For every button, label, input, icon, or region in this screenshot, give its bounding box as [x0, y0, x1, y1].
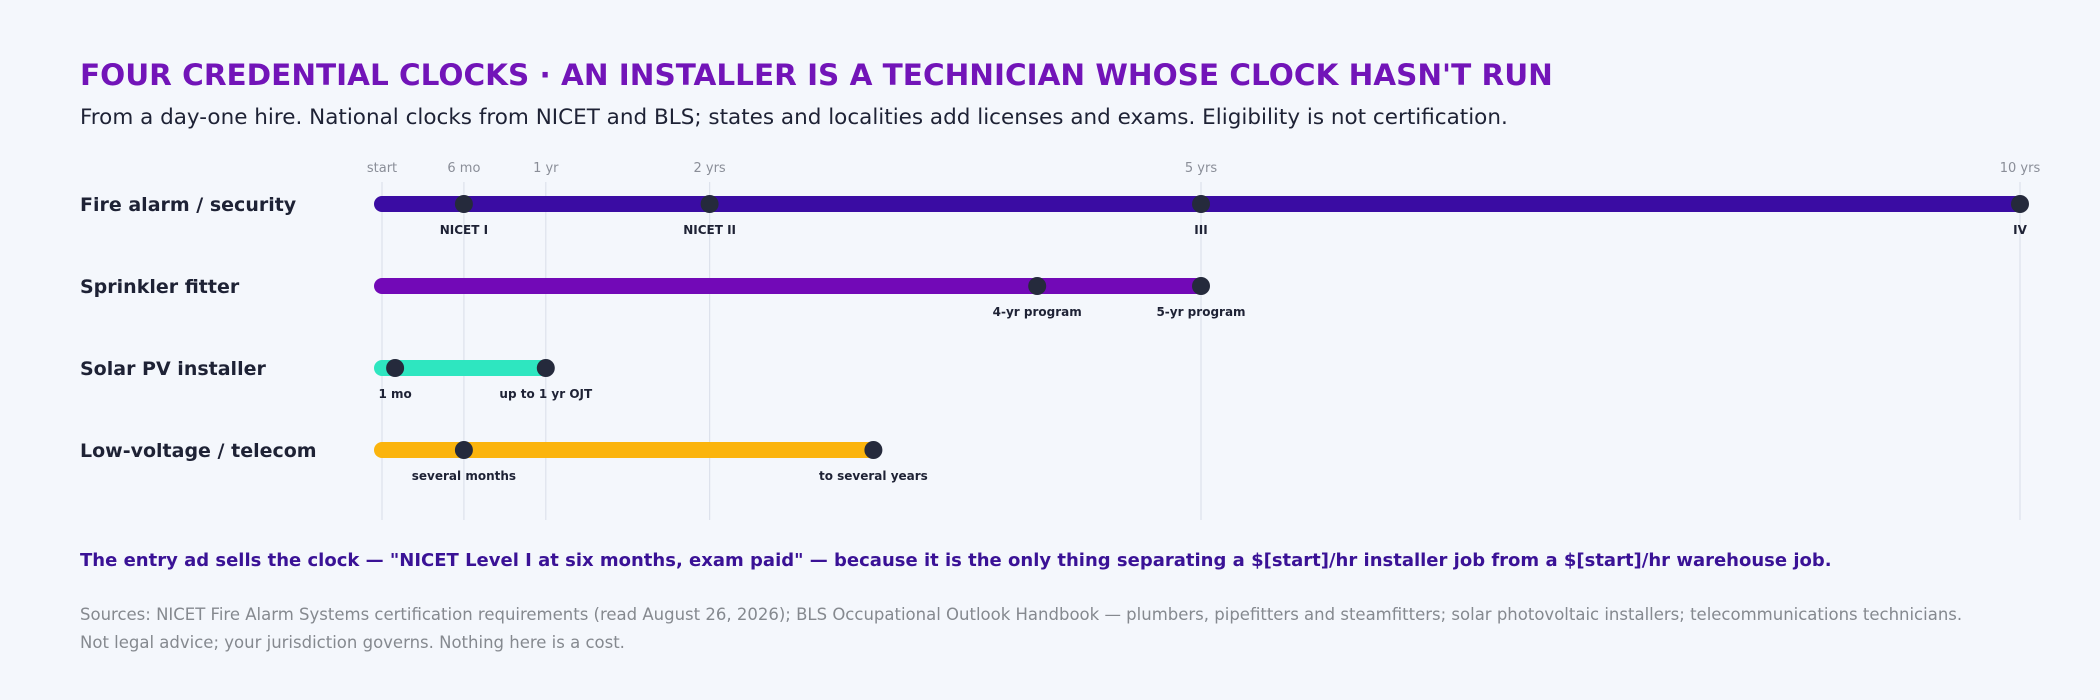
milestone-label: 5-yr program — [1156, 305, 1245, 319]
milestone-label: 1 mo — [378, 387, 411, 401]
chart-subtitle: From a day-one hire. National clocks fro… — [80, 105, 1508, 130]
x-tick-label: start — [367, 161, 397, 176]
row-label: Fire alarm / security — [80, 194, 297, 216]
x-tick-label: 6 mo — [447, 161, 480, 176]
milestone-marker — [454, 441, 473, 459]
milestone-label: IV — [2013, 223, 2027, 237]
row-label: Sprinkler fitter — [80, 276, 240, 298]
milestone-label: III — [1194, 223, 1207, 237]
milestone-label: up to 1 yr OJT — [499, 387, 593, 401]
milestone-marker — [700, 195, 719, 213]
sources-line: Sources: NICET Fire Alarm Systems certif… — [80, 605, 1963, 624]
milestone-label: NICET II — [683, 223, 736, 237]
x-tick-label: 10 yrs — [2000, 161, 2041, 176]
sources-note: Sources: NICET Fire Alarm Systems certif… — [80, 601, 2060, 657]
chart-title: FOUR CREDENTIAL CLOCKS · AN INSTALLER IS… — [80, 58, 1553, 92]
milestone-marker — [1192, 277, 1210, 295]
disclaimer-line: Not legal advice; your jurisdiction gove… — [80, 633, 625, 652]
milestone-label: to several years — [819, 469, 928, 483]
row-label: Low-voltage / telecom — [80, 440, 317, 462]
milestone-label: NICET I — [440, 223, 488, 237]
row-label: Solar PV installer — [80, 358, 266, 380]
milestone-label: several months — [412, 469, 516, 483]
x-tick-label: 5 yrs — [1185, 161, 1217, 176]
x-tick-label: 1 yr — [533, 161, 559, 176]
milestone-marker — [2011, 195, 2029, 213]
milestone-marker — [1028, 277, 1047, 295]
milestone-label: 4-yr program — [993, 305, 1082, 319]
x-tick-label: 2 yrs — [693, 161, 725, 176]
milestone-marker — [536, 359, 555, 377]
footer-lead-text: The entry ad sells the clock — "NICET Le… — [80, 550, 1832, 571]
milestone-marker — [386, 359, 405, 377]
milestone-marker — [454, 195, 473, 213]
milestone-marker — [1192, 195, 1210, 213]
milestone-marker — [864, 441, 883, 459]
timeline-chart: start 6 mo 1 yr 2 yrs 5 yrs 10 yrs Fire alarm … — [80, 161, 2041, 520]
